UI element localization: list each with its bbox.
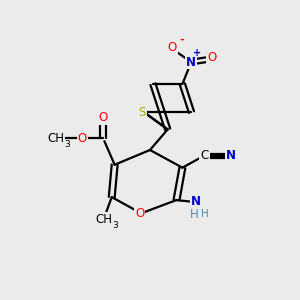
Text: O: O <box>78 132 87 145</box>
Text: CH: CH <box>96 213 113 226</box>
Text: CH: CH <box>47 132 64 145</box>
Text: N: N <box>186 56 196 68</box>
Text: H: H <box>201 209 208 219</box>
Text: C: C <box>200 149 208 162</box>
Text: -: - <box>179 35 184 45</box>
Text: 3: 3 <box>113 221 118 230</box>
Text: +: + <box>193 48 201 58</box>
Text: O: O <box>135 207 144 220</box>
Text: O: O <box>98 111 107 124</box>
Text: H: H <box>190 208 199 221</box>
Text: N: N <box>190 195 201 208</box>
Text: O: O <box>167 41 177 54</box>
Text: S: S <box>139 106 146 118</box>
Text: 3: 3 <box>64 140 70 149</box>
Text: O: O <box>207 51 216 64</box>
Text: N: N <box>226 149 236 162</box>
